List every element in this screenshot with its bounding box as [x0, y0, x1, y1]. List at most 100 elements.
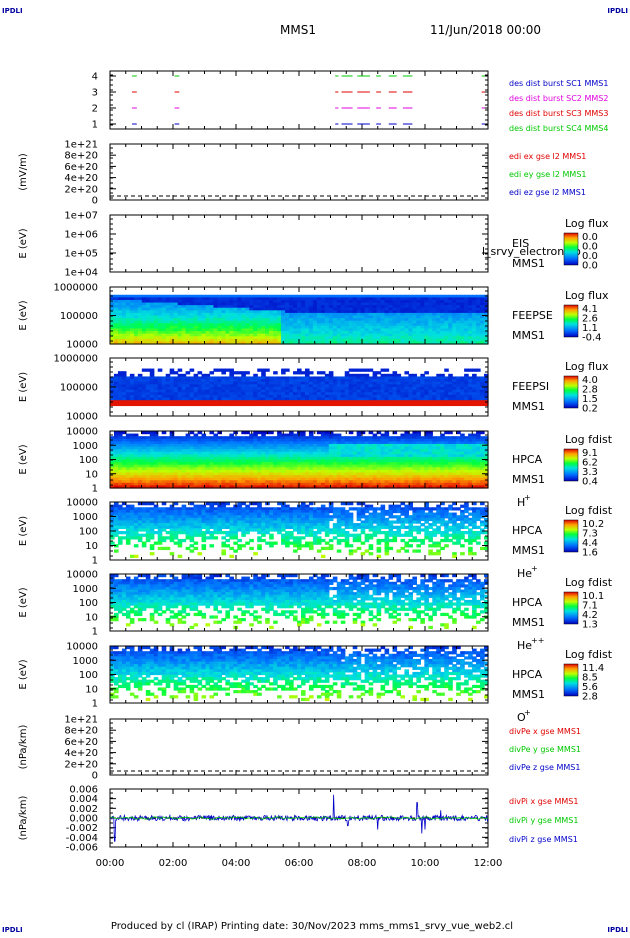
spectrogram-cell: [329, 403, 334, 406]
spectrogram-cell: [142, 369, 147, 372]
spectrogram-cell: [213, 403, 218, 406]
spectrogram-cell: [345, 403, 350, 406]
spectrogram-cell: [174, 403, 179, 406]
spectrogram-cell: [285, 403, 290, 406]
spectrogram-cell: [369, 369, 374, 372]
legend-entry: des dist burst SC3 MMS3: [509, 109, 608, 118]
legend-entry: edi ez gse l2 MMS1: [509, 188, 586, 197]
spectrogram-cell: [265, 403, 270, 406]
y-axis-label: E (eV): [18, 228, 29, 258]
spectrogram-cell: [468, 369, 473, 372]
spectrogram-cell: [209, 403, 214, 406]
spectrogram-cell: [472, 403, 477, 406]
page-date: 11/Jun/2018 00:00: [430, 23, 541, 37]
y-tick-label: 1e+21: [64, 140, 98, 151]
spectrogram-cell: [233, 371, 238, 374]
spectrogram-cell: [389, 403, 394, 406]
spectrogram-cell: [377, 371, 382, 374]
spectrogram-cell: [190, 369, 195, 372]
spectrogram-cell: [198, 371, 203, 374]
y-tick-label: 100000: [60, 311, 98, 322]
spectrogram-cell: [464, 403, 469, 406]
spectrogram-cell: [166, 403, 171, 406]
spectrogram-cell: [118, 403, 123, 406]
spectrogram-cell: [297, 371, 302, 374]
spectrogram-cell: [269, 403, 274, 406]
spectrogram-cell: [361, 369, 366, 372]
y-tick-label: 2e+20: [64, 184, 98, 195]
spectrogram-cell: [273, 403, 278, 406]
spectrogram-cell: [448, 403, 453, 406]
spectrogram-cell: [416, 403, 421, 406]
corner-label-bottom-right: IPDLI: [607, 926, 628, 934]
spectrogram-cell: [428, 403, 433, 406]
y-tick-label: 1e+06: [64, 230, 98, 241]
spectrogram-cell: [209, 371, 214, 374]
panel-eis: E (eV)1e+041e+051e+061e+07EISMMS1l_srvy_…: [18, 211, 609, 279]
spectrogram-cell: [309, 371, 314, 374]
spectrogram-cell: [265, 369, 270, 372]
colorbar: [564, 305, 578, 337]
colorbar-tick-label: -0.4: [582, 333, 602, 344]
spectrogram-cell: [110, 403, 115, 406]
spectrogram-cell: [122, 403, 127, 406]
spectrogram-cell: [229, 403, 234, 406]
spectrogram-cell: [221, 371, 226, 374]
y-tick-label: 4e+20: [64, 173, 98, 184]
colorbar: [564, 233, 578, 265]
colorbar-tick-label: 0.0: [582, 261, 598, 272]
spectrogram: [110, 431, 489, 489]
panel-frame: [110, 144, 488, 200]
spectrogram-cell: [257, 403, 262, 406]
spectrogram-cell: [480, 403, 485, 406]
spectrogram-cell: [217, 403, 222, 406]
spectrogram-cell: [170, 403, 175, 406]
spectrogram-cell: [476, 403, 481, 406]
spectrogram-cell: [317, 371, 322, 374]
spectrogram-cell: [154, 403, 159, 406]
y-tick-label: 10000: [66, 340, 98, 351]
spectrogram-cell: [293, 371, 298, 374]
panel-frame: [110, 71, 488, 129]
spectrogram-cell: [440, 403, 445, 406]
y-tick-label: 1e+05: [64, 249, 98, 260]
y-tick-label: 1000000: [53, 283, 98, 294]
spectrogram-cell: [225, 403, 230, 406]
spectrogram-cell: [452, 403, 457, 406]
spectrogram-cell: [221, 403, 226, 406]
spectrogram-cell: [245, 403, 250, 406]
legend-entry: des dist burst SC2 MMS2: [509, 94, 608, 103]
spectrogram-cell: [424, 403, 429, 406]
spectrogram-cell: [182, 403, 187, 406]
spectrogram-cell: [233, 403, 238, 406]
legend-entry: des dist burst SC4 MMS4: [509, 124, 608, 133]
y-tick-label: 1: [92, 120, 98, 131]
y-tick-label: 100000: [60, 383, 98, 394]
spectrogram-cell: [138, 403, 143, 406]
spectrogram-cell: [373, 403, 378, 406]
y-tick-label: 10000: [66, 412, 98, 423]
y-axis-label: (mV/m): [18, 153, 29, 191]
colorbar-title: Log flux: [565, 217, 609, 230]
spectrogram-cell: [245, 371, 250, 374]
y-axis-label: E (eV): [18, 372, 29, 402]
y-tick-label: 8e+20: [64, 151, 98, 162]
y-axis-label: E (eV): [18, 444, 29, 474]
spectrogram: [110, 295, 489, 345]
spectrogram-cell: [198, 403, 203, 406]
spectrogram-cell: [205, 403, 210, 406]
spectrogram-cell: [297, 403, 302, 406]
spectrogram-cell: [404, 403, 409, 406]
spectrogram-cell: [126, 403, 131, 406]
spectrogram-cell: [281, 371, 286, 374]
legend-entry: des dist burst SC1 MMS1: [509, 79, 608, 88]
spectrogram-cell: [146, 369, 151, 372]
y-axis-label: E (eV): [18, 300, 29, 330]
spectrogram-cell: [404, 371, 409, 374]
spectrogram-cell: [150, 403, 155, 406]
